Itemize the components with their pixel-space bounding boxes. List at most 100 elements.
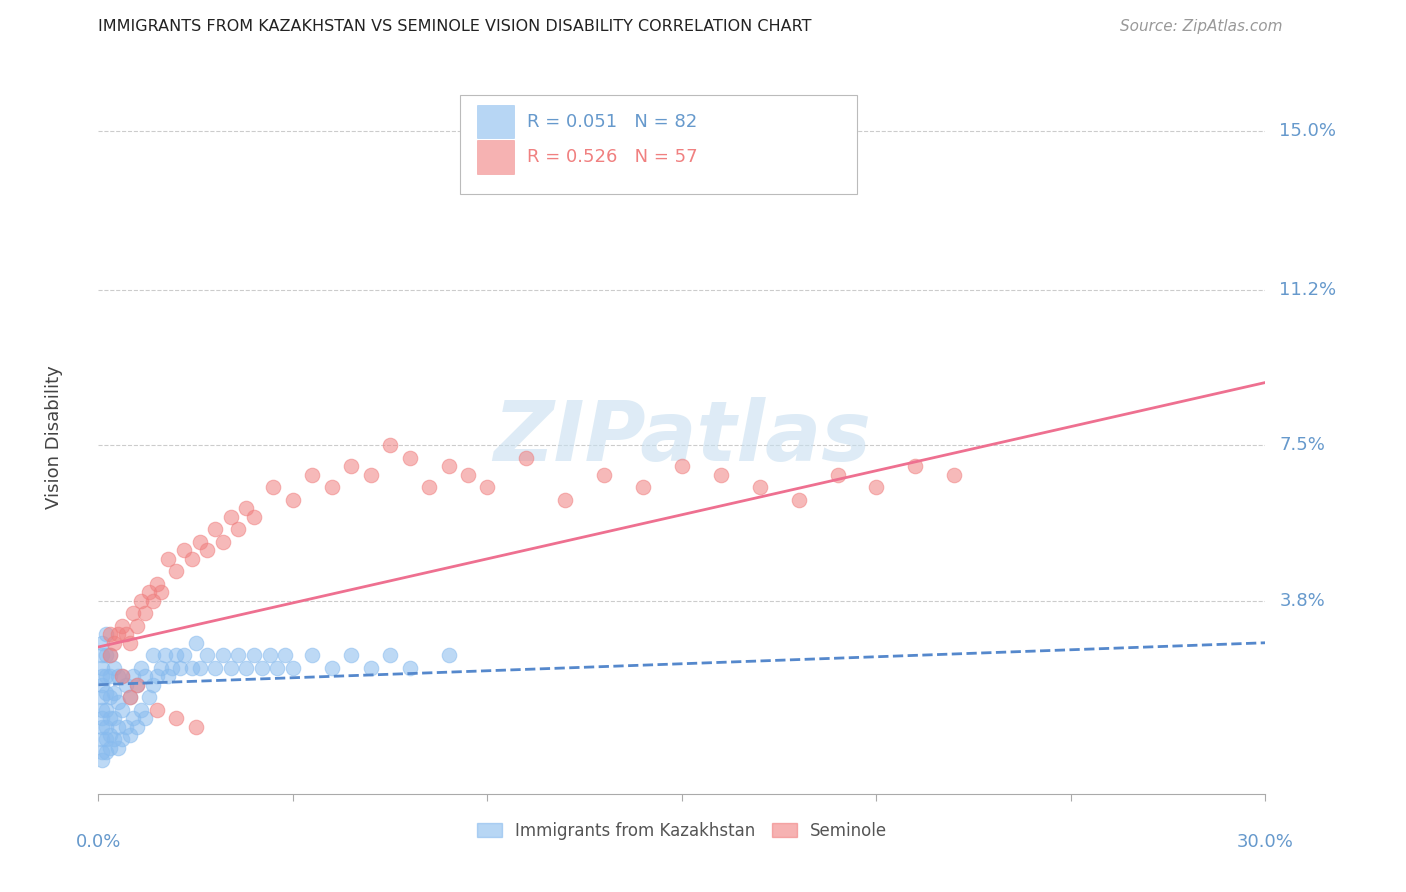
Point [122,711,145,725]
Point [281,661,304,675]
Point [943,467,966,482]
Point [360,467,382,482]
Point [111,619,134,633]
Point [904,459,927,474]
Point [195,543,218,558]
Point [243,648,266,663]
Text: Vision Disability: Vision Disability [45,365,63,509]
Point [91,745,114,759]
Point [91,732,114,747]
Text: 0.0%: 0.0% [76,833,121,851]
Point [107,720,129,734]
Point [107,694,129,708]
Point [122,669,145,683]
Point [129,594,152,608]
Point [114,627,136,641]
Point [96,669,118,683]
Point [212,648,235,663]
Point [173,543,195,558]
Point [204,661,226,675]
Point [127,678,149,692]
Point [149,661,172,675]
Point [165,711,187,725]
Text: Source: ZipAtlas.com: Source: ZipAtlas.com [1121,19,1282,34]
Point [98,711,121,725]
Point [91,636,114,650]
Point [180,661,202,675]
Point [96,703,118,717]
Point [173,648,195,663]
Point [477,480,499,494]
Point [111,669,134,683]
Point [748,480,770,494]
Point [162,661,184,675]
Point [262,480,284,494]
Point [134,669,156,683]
Point [96,745,118,759]
Point [301,648,323,663]
Point [107,627,129,641]
Point [111,669,134,683]
Text: 3.8%: 3.8% [1279,591,1324,610]
Point [114,678,136,692]
Point [103,732,125,747]
Point [827,467,849,482]
Point [142,678,165,692]
Point [91,753,114,767]
Point [340,648,363,663]
Point [111,703,134,717]
Point [281,493,304,508]
Point [380,438,402,452]
Point [96,720,118,734]
Point [142,594,165,608]
Point [98,728,121,742]
Point [266,661,288,675]
Point [153,648,176,663]
Point [129,703,152,717]
Point [165,648,187,663]
Point [593,467,616,482]
FancyBboxPatch shape [477,104,513,138]
Legend: Immigrants from Kazakhstan, Seminole: Immigrants from Kazakhstan, Seminole [470,815,894,847]
Point [184,636,207,650]
Point [360,661,382,675]
Point [138,690,160,705]
Point [134,711,156,725]
Point [184,720,207,734]
Point [98,627,121,641]
Point [146,703,169,717]
Point [710,467,733,482]
FancyBboxPatch shape [460,95,858,194]
Point [671,459,693,474]
Point [134,607,156,621]
Point [169,661,191,675]
Point [631,480,654,494]
Point [91,690,114,705]
Point [188,535,211,549]
Point [91,703,114,717]
Point [165,565,187,579]
Point [138,585,160,599]
Point [437,648,460,663]
Point [146,577,169,591]
Point [515,451,537,466]
Point [103,686,125,700]
Point [398,451,420,466]
Text: IMMIGRANTS FROM KAZAKHSTAN VS SEMINOLE VISION DISABILITY CORRELATION CHART: IMMIGRANTS FROM KAZAKHSTAN VS SEMINOLE V… [98,19,811,34]
Point [250,661,273,675]
Point [118,728,141,742]
Point [98,669,121,683]
Point [91,711,114,725]
Point [212,535,235,549]
Point [259,648,281,663]
Point [142,648,165,663]
Point [865,480,887,494]
Point [122,607,145,621]
Point [96,627,118,641]
Point [243,509,266,524]
Point [129,661,152,675]
Point [457,467,479,482]
Point [103,711,125,725]
Text: R = 0.526   N = 57: R = 0.526 N = 57 [527,148,697,166]
Point [127,678,149,692]
